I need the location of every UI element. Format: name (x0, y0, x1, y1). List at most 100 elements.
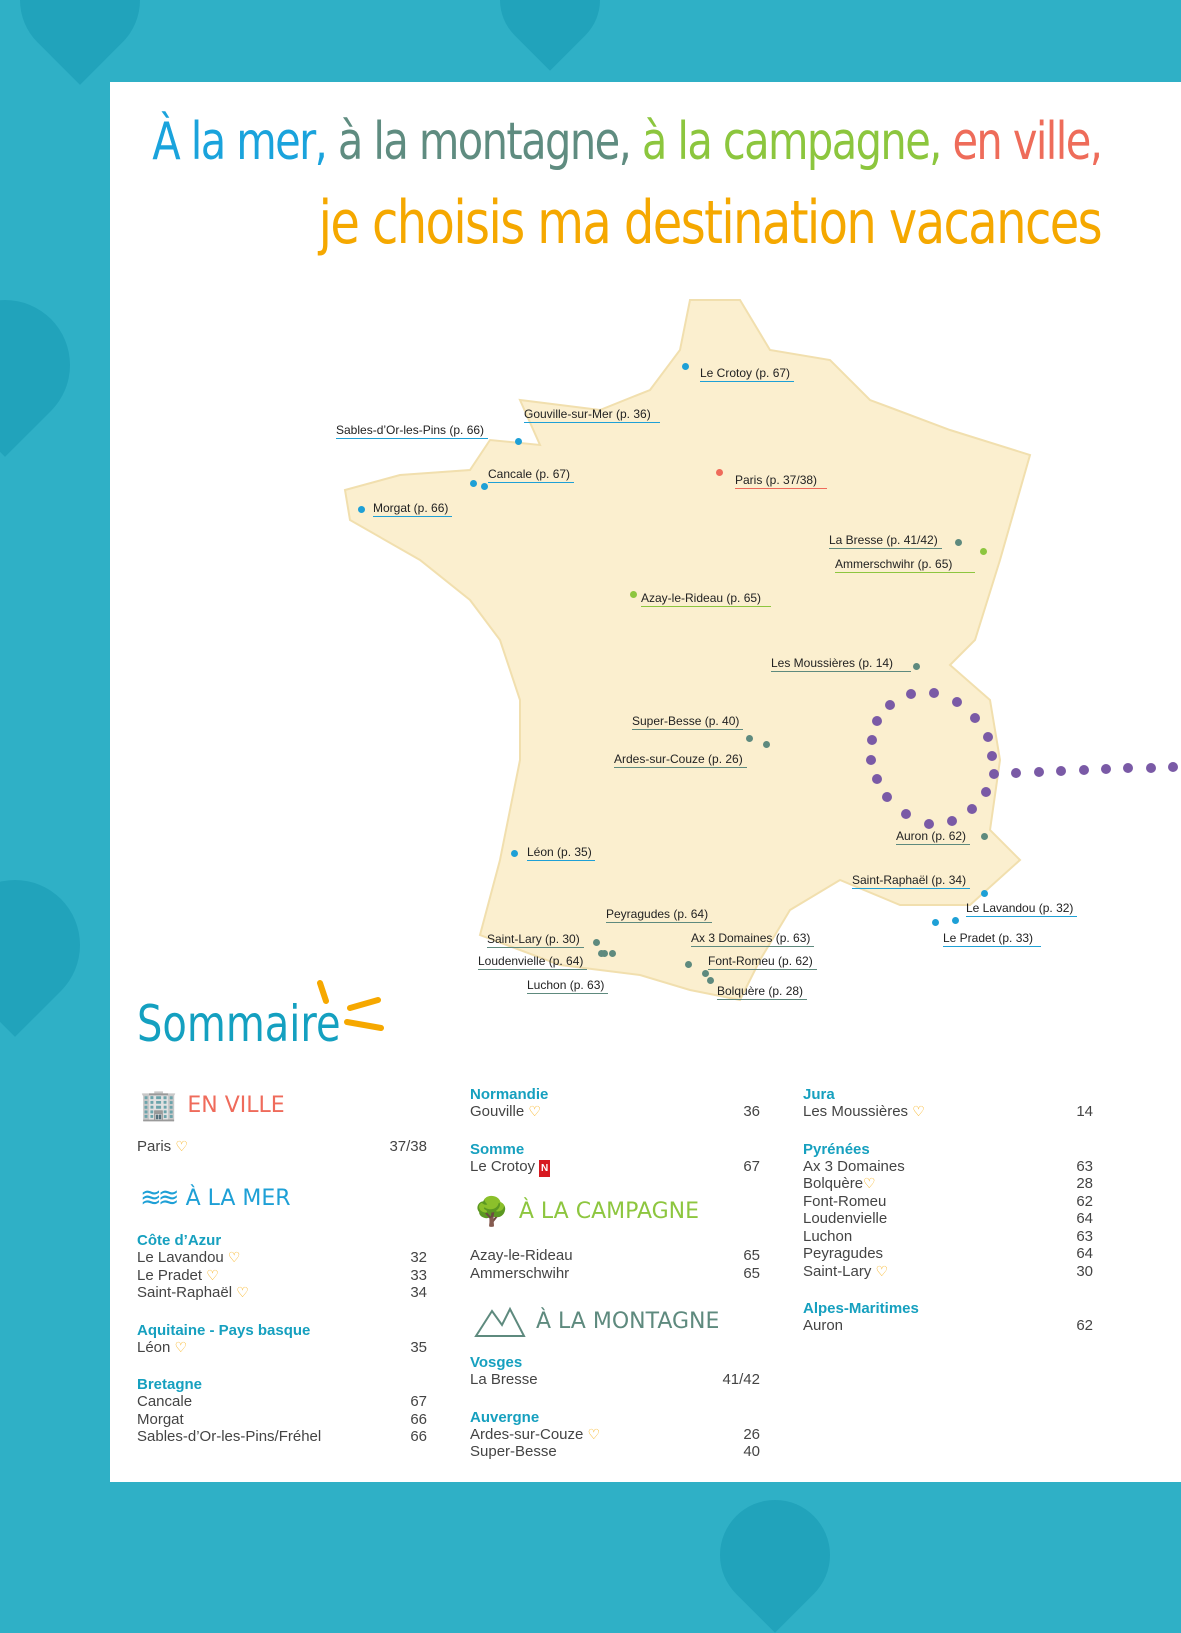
map-dot (932, 919, 939, 926)
region-heading: Bretagne (137, 1376, 203, 1393)
toc-row[interactable]: Sables-d’Or-les-Pins/Fréhel 66 (137, 1428, 427, 1445)
map-label[interactable]: Super-Besse (p. 40) (632, 714, 744, 730)
toc-row[interactable]: Font-Romeu 62 (803, 1192, 1093, 1210)
map-dot (685, 961, 692, 968)
toc-row[interactable]: Gouville ♡ 36 (470, 1103, 760, 1120)
map-label[interactable]: Morgat (p. 66) (373, 501, 453, 517)
map-label[interactable]: Ax 3 Domaines (p. 63) (691, 931, 815, 947)
map-dot (598, 950, 605, 957)
map-dot (470, 480, 477, 487)
region-heading: Normandie (470, 1086, 549, 1103)
toc-row[interactable]: Loudenvielle 64 (803, 1210, 1093, 1227)
toc-row[interactable]: Auron 62 (803, 1317, 1093, 1334)
mountains-icon (474, 1306, 526, 1337)
toc-row[interactable]: Ammerschwihr 65 (470, 1264, 760, 1282)
map-label[interactable]: Paris (p. 37/38) (735, 473, 827, 489)
heart-icon: ♡ (528, 1103, 541, 1119)
toc-row[interactable]: Morgat 66 (137, 1410, 427, 1428)
map-label[interactable]: Ammerschwihr (p. 65) (835, 557, 975, 573)
toc-row[interactable]: Super-Besse 40 (470, 1443, 760, 1460)
map-label[interactable]: Le Pradet (p. 33) (943, 931, 1041, 947)
map-dot (511, 850, 518, 857)
map-label[interactable]: Saint-Raphaël (p. 34) (852, 873, 971, 889)
toc-row[interactable]: La Bresse 41/42 (470, 1371, 760, 1388)
map-dot (481, 483, 488, 490)
toc-row[interactable]: Cancale 67 (137, 1393, 427, 1410)
region-heading: Jura (803, 1086, 835, 1103)
map-label[interactable]: Sables-d’Or-les-Pins (p. 66) (336, 423, 489, 439)
heart-icon: ♡ (175, 1138, 188, 1154)
heart-icon: ♡ (236, 1284, 249, 1300)
map-label[interactable]: Luchon (p. 63) (527, 978, 609, 994)
toc-row[interactable]: Léon ♡ 35 (137, 1338, 427, 1356)
map-dot (682, 363, 689, 370)
heart-icon: ♡ (174, 1338, 188, 1355)
title-mer: À la mer, (151, 112, 328, 172)
page-title-line2: je choisis ma destination vacances (318, 188, 1103, 258)
toc-row[interactable]: Le Lavandou ♡ 32 (137, 1249, 427, 1266)
map-label[interactable]: Font-Romeu (p. 62) (708, 954, 817, 970)
toc-row[interactable]: Azay-le-Rideau 65 (470, 1247, 760, 1264)
map-dot (981, 890, 988, 897)
trees-icon: 🌳 (474, 1195, 509, 1228)
map-label[interactable]: La Bresse (p. 41/42) (829, 533, 942, 549)
toc-column-2b: Azay-le-Rideau 65 Ammerschwihr 65 (470, 1247, 760, 1282)
map-dot (702, 970, 709, 977)
region-heading: Pyrénées (803, 1140, 870, 1158)
region-heading: Aquitaine - Pays basque (137, 1321, 311, 1339)
category-label: EN VILLE (187, 1093, 285, 1118)
toc-column-3: Jura Les Moussières ♡ 14 Pyrénées Ax 3 Do… (803, 1072, 1093, 1335)
region-heading: Côte d’Azur (137, 1232, 222, 1249)
map-label[interactable]: Le Crotoy (p. 67) (700, 366, 795, 382)
map-label[interactable]: Azay-le-Rideau (p. 65) (641, 591, 771, 607)
map-label[interactable]: Saint-Lary (p. 30) (487, 932, 584, 948)
map-label[interactable]: Bolquère (p. 28) (717, 984, 808, 1000)
region-heading: Somme (470, 1140, 525, 1158)
map-dot (515, 438, 522, 445)
heart-icon: ♡ (587, 1425, 601, 1442)
heart-decoration (479, 0, 621, 71)
toc-column-1: Paris ♡ 37/38 (137, 1138, 427, 1156)
map-label[interactable]: Les Moussières (p. 14) (771, 656, 911, 672)
toc-row[interactable]: Saint-Lary ♡ 30 (803, 1262, 1093, 1280)
map-label[interactable]: Auron (p. 62) (896, 829, 971, 845)
page-title-line1: À la mer, à la montagne, à la campagne, … (151, 112, 1103, 172)
toc-row[interactable]: Ax 3 Domaines 63 (803, 1157, 1093, 1175)
heart-decoration (0, 853, 107, 1037)
heart-icon: ♡ (912, 1103, 925, 1119)
map-dot (630, 591, 637, 598)
map-label[interactable]: Loudenvielle (p. 64) (478, 954, 588, 970)
sun-rays-icon (317, 980, 384, 1031)
heart-icon: ♡ (875, 1262, 889, 1279)
map-label[interactable]: Le Lavandou (p. 32) (966, 901, 1078, 917)
map-dot (609, 950, 616, 957)
toc-row[interactable]: Peyragudes 64 (803, 1245, 1093, 1262)
map-dot (593, 939, 600, 946)
toc-row[interactable]: Le Crotoy N 67 (470, 1158, 760, 1177)
category-a-la-mer: ≋≋ À LA MER (140, 1183, 291, 1213)
toc-row[interactable]: Le Pradet ♡ 33 (137, 1266, 427, 1284)
category-label: À LA MER (185, 1185, 291, 1211)
toc-row[interactable]: Paris ♡ 37/38 (137, 1138, 427, 1155)
map-label[interactable]: Léon (p. 35) (527, 845, 595, 861)
map-dot (707, 977, 714, 984)
toc-row[interactable]: Luchon 63 (803, 1227, 1093, 1245)
region-heading: Auvergne (470, 1408, 540, 1426)
region-heading: Vosges (470, 1354, 523, 1371)
map-label[interactable]: Cancale (p. 67) (488, 467, 575, 483)
category-a-la-montagne: À LA MONTAGNE (474, 1305, 719, 1337)
category-a-la-campagne: 🌳 À LA CAMPAGNE (474, 1195, 699, 1228)
new-badge: N (539, 1159, 551, 1177)
map-dot (981, 833, 988, 840)
heart-icon: ♡ (227, 1249, 241, 1265)
toc-row[interactable]: Bolquère♡ 28 (803, 1175, 1093, 1192)
heart-icon: ♡ (863, 1175, 876, 1191)
heart-decoration (697, 1477, 853, 1633)
toc-row[interactable]: Les Moussières ♡ 14 (803, 1103, 1093, 1120)
map-dot (746, 735, 753, 742)
toc-row[interactable]: Saint-Raphaël ♡ 34 (137, 1284, 427, 1301)
map-label[interactable]: Gouville-sur-Mer (p. 36) (524, 407, 660, 423)
map-label[interactable]: Peyragudes (p. 64) (606, 907, 713, 923)
toc-row[interactable]: Ardes-sur-Couze ♡ 26 (470, 1425, 760, 1443)
map-label[interactable]: Ardes-sur-Couze (p. 26) (614, 752, 747, 768)
